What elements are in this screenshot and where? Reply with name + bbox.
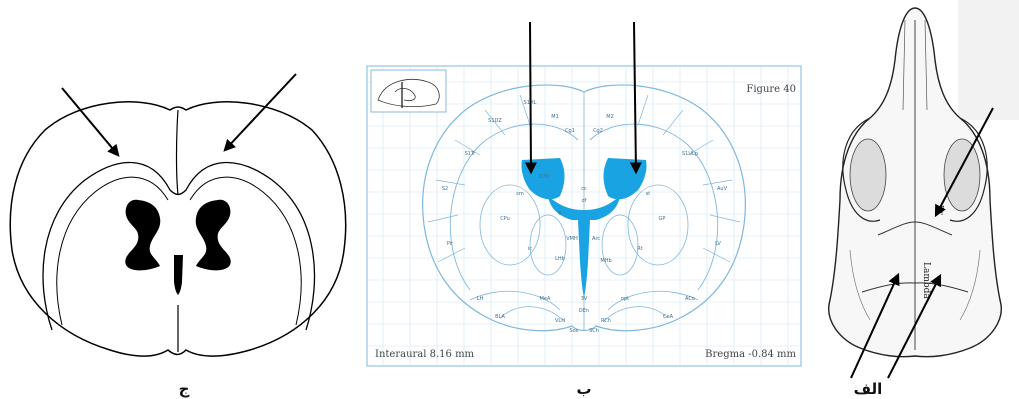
skull-coronal-suture bbox=[877, 221, 953, 236]
atlas-region-label: df bbox=[582, 198, 587, 204]
skull-background-shade bbox=[958, 0, 1019, 120]
arrow-lambda-right bbox=[887, 273, 942, 379]
atlas-region-label: DEn bbox=[579, 308, 589, 314]
atlas-region-label: CeA bbox=[663, 314, 674, 320]
atlas-region-label: AuV bbox=[717, 186, 728, 192]
atlas-region-label: LV bbox=[715, 241, 721, 247]
atlas-third-ventricle bbox=[578, 220, 590, 298]
atlas-region-label: MHb bbox=[600, 258, 611, 264]
cortex-inner-boundary-3 bbox=[189, 176, 302, 326]
atlas-thalamus-left bbox=[529, 214, 567, 276]
atlas-region-label: M1 bbox=[551, 114, 559, 120]
atlas-region-label: SCh bbox=[589, 328, 599, 334]
atlas-region-label: ic bbox=[528, 246, 532, 252]
atlas-figure-label: Figure 40 bbox=[746, 84, 796, 95]
atlas-cortex-boundary-right bbox=[589, 123, 719, 291]
skull-lambdoid-suture bbox=[861, 282, 969, 293]
arrow-right-hemisphere bbox=[223, 73, 297, 152]
atlas-region-label: S1ULp bbox=[682, 151, 698, 157]
atlas-striatum-right bbox=[627, 184, 689, 266]
third-ventricle bbox=[174, 255, 183, 295]
atlas-region-label: Pir bbox=[447, 241, 454, 247]
atlas-region-label: CPu bbox=[500, 216, 510, 222]
arrow-lambda-left bbox=[850, 272, 900, 379]
atlas-region-label: opt bbox=[621, 296, 629, 302]
skull-landmark-lambda: Lambda bbox=[921, 262, 931, 299]
panel-c-brain-diagram bbox=[9, 73, 347, 357]
atlas-region-label: S2 bbox=[442, 186, 448, 192]
atlas-brain-outline bbox=[422, 84, 746, 332]
inset-detail bbox=[394, 88, 416, 102]
atlas-bregma-label: Bregma -0.84 mm bbox=[705, 349, 796, 360]
atlas-cortex-boundary-left bbox=[449, 123, 579, 291]
atlas-region-label: MeA bbox=[540, 296, 551, 302]
atlas-ventricle-body bbox=[548, 196, 620, 220]
arrow-bregma bbox=[934, 107, 994, 218]
atlas-region-label: Cg1 bbox=[565, 128, 575, 134]
atlas-radial-lines-left bbox=[427, 94, 531, 263]
atlas-region-label: S1DZ bbox=[488, 118, 502, 124]
atlas-radial-lines-right bbox=[637, 94, 741, 263]
skull-shading bbox=[849, 249, 981, 321]
atlas-region-label: Arc bbox=[592, 236, 600, 242]
atlas-region-label: S1Tr bbox=[465, 151, 477, 157]
atlas-region-label: M2 bbox=[606, 114, 614, 120]
atlas-inset-sagittal bbox=[370, 69, 447, 113]
arrow-left-hemisphere bbox=[61, 87, 120, 157]
panel-b-atlas-section: M1M2Cg1Cg2S1HLS1DZS1TrS1ULpS2AuVPirLVD3V… bbox=[366, 21, 802, 367]
atlas-region-label: fi bbox=[558, 211, 561, 217]
atlas-region-label: cc bbox=[581, 186, 587, 192]
cortex-inner-boundary-2 bbox=[56, 176, 169, 326]
arrow-left-lateral-ventricle bbox=[524, 21, 537, 175]
atlas-region-label: Rt bbox=[637, 246, 642, 252]
atlas-region-label: 3V bbox=[581, 296, 588, 302]
atlas-thalamus-right bbox=[601, 214, 639, 276]
atlas-interaural-label: Interaural 8.16 mm bbox=[375, 349, 475, 360]
arrow-right-lateral-ventricle bbox=[629, 21, 642, 175]
skull-zygomatic-right bbox=[949, 117, 988, 222]
atlas-region-label: BLA bbox=[495, 314, 505, 320]
skull-nasal-lines bbox=[902, 19, 928, 111]
skull-orbit-right bbox=[943, 138, 981, 212]
panel-a-label: الف bbox=[854, 380, 883, 398]
left-lateral-ventricle bbox=[125, 199, 161, 271]
cortex-inner-boundary bbox=[42, 161, 316, 331]
panel-a-skull-drawing: Lambda Br bbox=[828, 0, 1019, 379]
atlas-region-label: Sox bbox=[569, 328, 578, 334]
skull-zygomatic-left bbox=[842, 117, 881, 222]
skull-orbit-left bbox=[849, 138, 887, 212]
atlas-region-label: VMH bbox=[566, 236, 578, 242]
atlas-region-label: D3V bbox=[539, 174, 550, 180]
atlas-region-label: LHb bbox=[555, 256, 565, 262]
atlas-ventral-structures bbox=[469, 290, 699, 323]
right-lateral-ventricle bbox=[195, 199, 231, 271]
atlas-region-label: st bbox=[646, 191, 651, 197]
atlas-region-label: LH bbox=[477, 296, 484, 302]
atlas-region-label: VLH bbox=[555, 318, 565, 324]
panel-b-label: ب bbox=[576, 380, 591, 398]
inset-brain-outline bbox=[377, 79, 440, 108]
brain-midline bbox=[175, 109, 179, 196]
atlas-region-label: sm bbox=[516, 191, 524, 197]
atlas-region-label: ACo bbox=[685, 296, 695, 302]
atlas-region-label: Cg2 bbox=[593, 128, 603, 134]
panel-c-label: ج bbox=[179, 380, 190, 398]
atlas-region-label: RCh bbox=[601, 318, 611, 324]
atlas-region-label: GP bbox=[659, 216, 666, 222]
brain-outer-outline bbox=[9, 101, 347, 357]
atlas-striatum-left bbox=[479, 184, 541, 266]
